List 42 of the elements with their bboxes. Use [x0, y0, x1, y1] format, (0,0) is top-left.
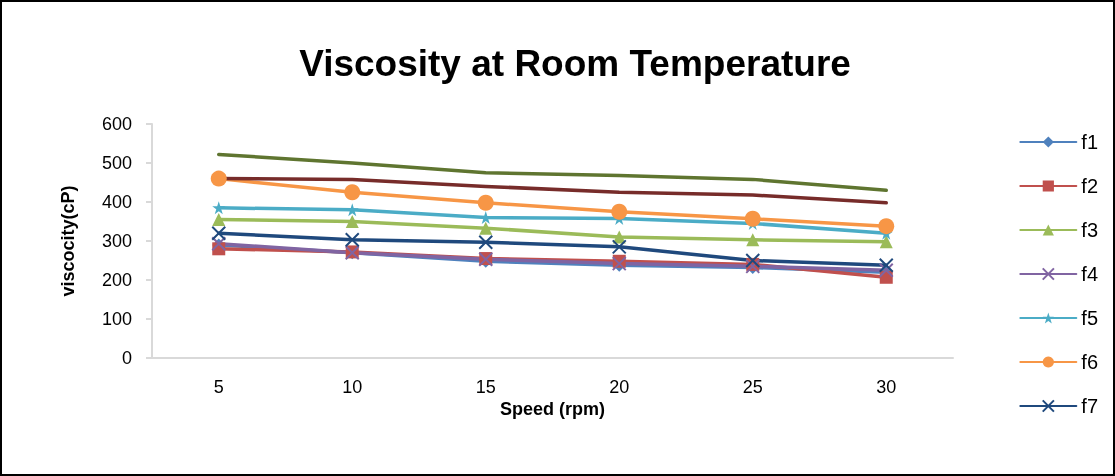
legend-label: f2	[1081, 175, 1099, 197]
point	[212, 201, 226, 215]
point	[611, 203, 628, 220]
legend-label: f6	[1081, 351, 1099, 373]
point	[345, 215, 359, 228]
x-axis-title: Speed (rpm)	[499, 399, 606, 419]
y-axis-title: viscocity(cP)	[58, 185, 78, 297]
legend-label: f7	[1081, 395, 1099, 417]
legend-label: f1	[1081, 131, 1099, 153]
point	[878, 218, 895, 235]
legend-label: f3	[1081, 219, 1099, 241]
point	[879, 235, 893, 249]
y-tick-label: 100	[101, 309, 132, 329]
legend-label: f5	[1081, 307, 1099, 329]
point	[210, 170, 227, 187]
point	[211, 225, 227, 241]
x-tick-label: 25	[742, 377, 763, 397]
y-tick-label: 200	[101, 270, 132, 290]
point	[479, 221, 493, 235]
point	[212, 213, 226, 227]
x-tick-label: 5	[213, 377, 224, 397]
y-tick-label: 300	[101, 231, 132, 251]
y-tick-label: 400	[101, 192, 132, 212]
point	[878, 257, 894, 273]
x-tick-label: 10	[342, 377, 363, 397]
line-series	[217, 152, 888, 193]
point	[478, 234, 494, 250]
legend-label: f4	[1081, 263, 1099, 285]
x-tick-label: 20	[609, 377, 630, 397]
y-tick-label: 0	[121, 348, 132, 368]
chart-title: Viscosity at Room Temperature	[299, 43, 851, 84]
y-tick-label: 500	[101, 153, 132, 173]
x-tick-label: 15	[475, 377, 496, 397]
point	[344, 232, 360, 248]
y-tick-label: 600	[101, 114, 132, 134]
point	[746, 233, 760, 247]
point	[611, 239, 627, 255]
point	[744, 210, 761, 227]
point	[344, 184, 361, 201]
x-tick-label: 30	[876, 377, 897, 397]
point	[745, 253, 761, 268]
point	[477, 194, 494, 211]
